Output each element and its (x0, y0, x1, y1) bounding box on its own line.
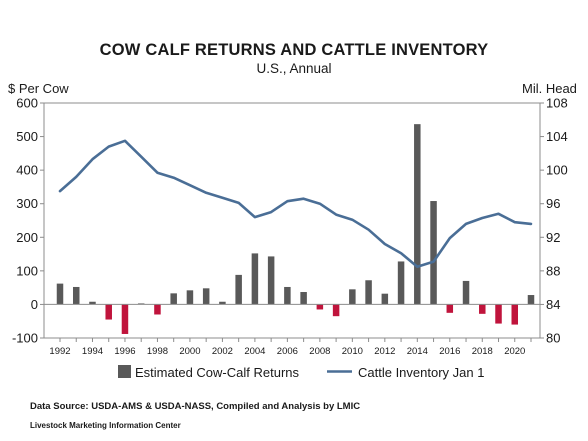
bar-2015 (430, 201, 437, 305)
legend: Estimated Cow-Calf Returns Cattle Invento… (118, 365, 484, 380)
bar-1992 (56, 283, 64, 305)
y-right-tick-label: 100 (546, 163, 568, 178)
y-axis-left-label: $ Per Cow (8, 81, 69, 96)
y-right-tick-label: 104 (546, 129, 568, 144)
bar-2003 (235, 274, 242, 305)
bar-2011 (365, 280, 372, 305)
bar-2021 (527, 295, 535, 305)
bar-2009 (332, 304, 340, 317)
y-left-tick-label: 100 (16, 263, 38, 278)
bar-2002 (219, 301, 226, 305)
bar-2014 (414, 124, 421, 305)
y-right-tick-label: 96 (546, 196, 560, 211)
bar-1999 (170, 293, 177, 305)
y-right-tick-label: 84 (546, 297, 560, 312)
bar-2000 (186, 290, 194, 305)
bar-2020 (511, 304, 519, 325)
x-tick-label: 2020 (504, 346, 525, 357)
x-tick-label: 2000 (179, 346, 200, 357)
legend-swatch-returns (118, 365, 131, 378)
y-left-tick-label: 0 (31, 297, 38, 312)
bar-2008 (316, 304, 324, 310)
bar-2019 (495, 304, 502, 324)
x-tick-label: 2006 (277, 346, 298, 357)
line-layer (58, 139, 533, 269)
y-right-tick-label: 92 (546, 230, 560, 245)
chart-subtitle: U.S., Annual (256, 61, 332, 76)
bar-2004 (251, 253, 259, 305)
x-tick-label: 1994 (82, 346, 103, 357)
legend-label-returns: Estimated Cow-Calf Returns (135, 365, 299, 380)
x-tick-label: 2008 (309, 346, 330, 357)
y-right-tick-label: 108 (546, 96, 568, 111)
bar-1995 (105, 304, 112, 320)
bar-1994 (89, 301, 96, 305)
x-tick-label: 2012 (374, 346, 395, 357)
x-tick-label: 2002 (212, 346, 233, 357)
series-line-cattle-inventory (58, 139, 533, 269)
bar-1998 (154, 304, 161, 315)
bar-2016 (446, 304, 454, 313)
x-tick-label: 2004 (244, 346, 265, 357)
bar-2012 (381, 293, 389, 305)
y-axis-right-label: Mil. Head (522, 81, 577, 96)
plot-frame (43, 102, 541, 339)
bar-1996 (121, 304, 129, 334)
chart-title: COW CALF RETURNS AND CATTLE INVENTORY (99, 41, 489, 59)
footer-org: Livestock Marketing Information Center (30, 421, 181, 430)
y-left-tick-label: 400 (16, 163, 38, 178)
legend-label-inventory: Cattle Inventory Jan 1 (358, 365, 484, 380)
y-left-tick-label: 500 (16, 129, 38, 144)
bar-2013 (397, 261, 405, 305)
bar-1997 (137, 303, 145, 305)
y-left-tick-label: 200 (16, 230, 38, 245)
axes-layer: -100 0 100 200 300 400 500 600 80 84 88 92 96 100 104 1… (12, 96, 568, 358)
bar-2010 (349, 289, 356, 305)
x-tick-label: 1992 (49, 346, 70, 357)
y-left-tick-label: 600 (16, 96, 38, 111)
y-left-tick-label: 300 (16, 196, 38, 211)
x-tick-label: 2010 (342, 346, 363, 357)
x-tick-label: 2014 (407, 346, 428, 357)
footer-source: Data Source: USDA-AMS & USDA-NASS, Compi… (30, 401, 361, 412)
bars-layer (56, 124, 535, 334)
y-right-tick-label: 88 (546, 263, 560, 278)
bar-1993 (72, 286, 80, 305)
x-tick-label: 1996 (114, 346, 135, 357)
bar-2006 (284, 286, 291, 305)
y-right-tick-label: 80 (546, 331, 560, 346)
x-tick-label: 2018 (472, 346, 493, 357)
bar-2017 (462, 280, 470, 305)
bar-2018 (479, 304, 486, 314)
bar-2001 (202, 288, 210, 305)
x-tick-label: 1998 (147, 346, 168, 357)
y-left-tick-label: -100 (12, 331, 38, 346)
bar-2007 (300, 292, 307, 305)
x-tick-label: 2016 (439, 346, 460, 357)
bar-2005 (267, 256, 275, 305)
